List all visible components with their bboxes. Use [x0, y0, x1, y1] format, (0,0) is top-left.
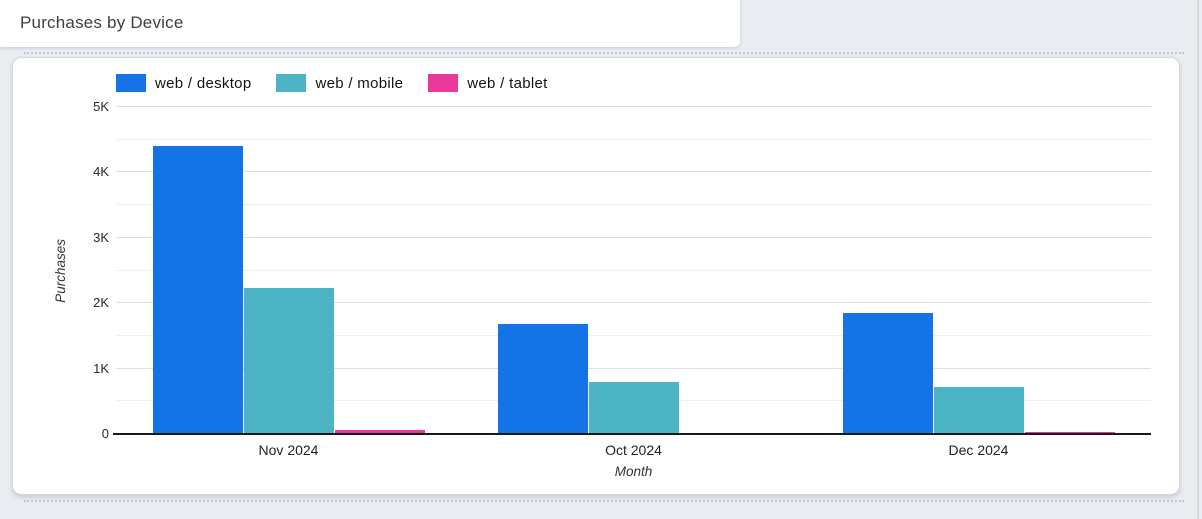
dropzone-separator-bottom: [24, 500, 1184, 502]
legend-label: web / mobile: [315, 74, 404, 92]
x-tick-label: Nov 2024: [258, 442, 319, 458]
gridline: [116, 204, 1151, 206]
bar-web-desktop[interactable]: [497, 324, 588, 434]
x-axis-title: Month: [614, 464, 653, 479]
gridline: [116, 302, 1151, 304]
legend-swatch-icon: [116, 74, 146, 92]
x-tick-label: Oct 2024: [605, 442, 662, 458]
bar-web-mobile[interactable]: [243, 288, 334, 434]
chart-card: web / desktop web / mobile web / tablet …: [12, 57, 1180, 495]
y-tick-label: 1K: [93, 360, 109, 376]
plot-area: [113, 106, 1151, 435]
panel-header: Purchases by Device: [0, 0, 740, 47]
scrollbar-track[interactable]: [1197, 0, 1199, 519]
page-title: Purchases by Device: [20, 13, 184, 32]
gridline: [116, 269, 1151, 271]
gridline: [116, 106, 1151, 107]
gridline: [116, 334, 1151, 336]
legend-item-web-mobile[interactable]: web / mobile: [276, 74, 403, 92]
gridline: [116, 236, 1151, 238]
bar-web-desktop[interactable]: [842, 313, 933, 434]
x-axis-ticks: Nov 2024 Oct 2024 Dec 2024: [116, 442, 1151, 458]
bar-groups: [116, 107, 1151, 434]
gridline: [116, 138, 1151, 140]
y-tick-label: 0: [101, 426, 109, 441]
legend-item-web-tablet[interactable]: web / tablet: [428, 74, 547, 92]
x-tick-label: Dec 2024: [948, 442, 1009, 458]
legend-label: web / tablet: [467, 74, 548, 92]
bar-web-mobile[interactable]: [933, 386, 1024, 434]
y-tick-label: 5K: [93, 99, 109, 114]
bar-web-mobile[interactable]: [588, 381, 679, 434]
bar-group: [116, 107, 461, 434]
legend-label: web / desktop: [155, 74, 252, 92]
legend-swatch-icon: [428, 74, 459, 92]
y-tick-label: 2K: [93, 295, 109, 311]
y-tick-label: 3K: [93, 229, 109, 245]
bar-group: [806, 107, 1151, 434]
legend-item-web-desktop[interactable]: web / desktop: [116, 74, 251, 92]
bar-group: [461, 107, 806, 434]
gridline: [116, 171, 1151, 173]
x-axis-line: [113, 433, 1151, 435]
y-tick-label: 4K: [93, 164, 109, 180]
bar-web-desktop[interactable]: [152, 146, 243, 434]
gridline: [116, 367, 1151, 369]
chart-legend: web / desktop web / mobile web / tablet: [116, 74, 548, 92]
y-axis-ticks: 0 1K 2K 3K 4K 5K: [13, 100, 109, 441]
dropzone-separator-top: [24, 52, 1184, 54]
legend-swatch-icon: [276, 74, 307, 92]
bar-web-tablet[interactable]: [334, 430, 425, 434]
